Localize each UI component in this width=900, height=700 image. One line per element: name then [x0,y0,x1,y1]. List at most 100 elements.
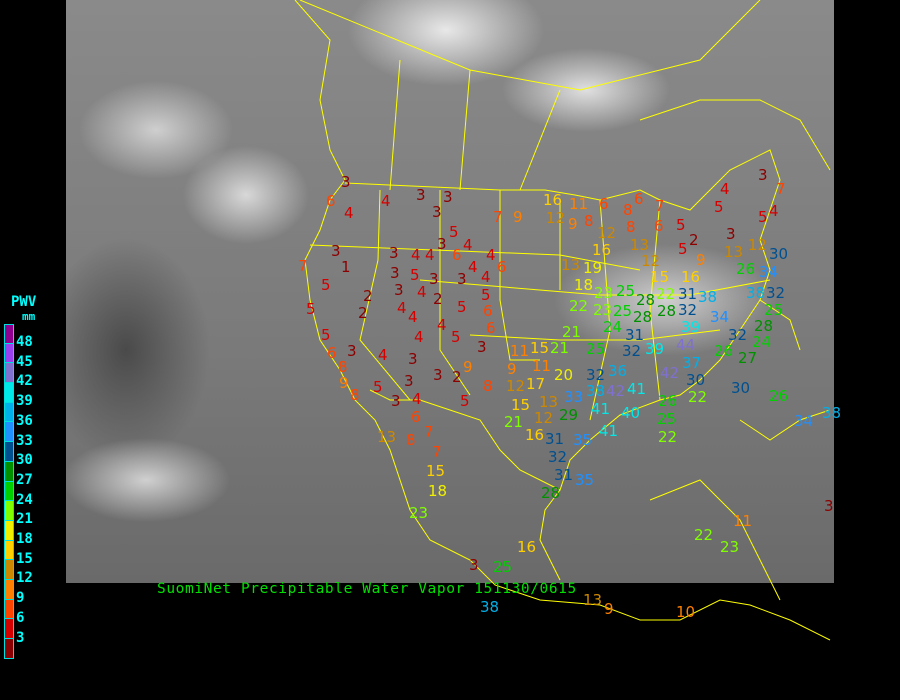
station-pwv-value: 17 [526,375,546,393]
station-pwv-value: 3 [469,556,479,574]
station-pwv-value: 13 [561,256,581,274]
station-pwv-value: 5 [714,198,724,216]
station-pwv-value: 32 [586,366,606,384]
station-pwv-value: 3 [433,366,443,384]
station-pwv-value: 4 [437,316,447,334]
station-pwv-value: 3 [394,281,404,299]
legend-tick-label: 3 [16,629,25,646]
station-pwv-value: 3 [347,342,357,360]
border-line [439,190,471,396]
legend-swatch [4,560,14,580]
station-pwv-value: 2 [363,287,373,305]
legend-tick-label: 48 [16,334,33,350]
station-pwv-value: 38 [698,288,718,306]
legend-tick-label: 33 [16,432,33,449]
station-pwv-value: 5 [451,328,461,346]
station-pwv-value: 25 [586,340,606,358]
station-pwv-value: 6 [654,217,664,235]
station-pwv-value: 36 [608,362,628,380]
station-pwv-value: 4 [408,308,418,326]
station-pwv-value: 9 [513,208,523,226]
station-pwv-value: 22 [569,297,589,315]
station-pwv-value: 4 [411,246,421,264]
station-pwv-value: 12 [641,252,661,270]
station-pwv-value: 26 [714,342,734,360]
border-line [649,479,781,601]
station-pwv-value: 18 [428,482,448,500]
station-pwv-value: 19 [583,259,603,277]
station-pwv-value: 7 [493,208,503,226]
station-pwv-value: 3 [443,188,453,206]
station-pwv-value: 13 [583,591,603,609]
legend-swatch [4,579,14,600]
station-pwv-value: 38 [480,598,500,616]
station-pwv-value: 7 [432,443,442,461]
station-pwv-value: 29 [559,406,579,424]
station-pwv-value: 8 [623,201,633,219]
legend-tick-label: 36 [16,412,33,429]
station-pwv-value: 4 [397,299,407,317]
legend-swatch [4,639,14,659]
legend-swatch [4,324,14,344]
legend-swatch [4,540,14,561]
station-pwv-value: 5 [678,240,688,258]
station-pwv-value: 3 [429,270,439,288]
legend-title: PWV [11,294,37,310]
station-pwv-value: 6 [327,344,337,362]
border-line [299,0,761,91]
station-pwv-value: 16 [681,268,701,286]
station-pwv-value: 27 [738,349,758,367]
station-pwv-value: 41 [599,422,619,440]
station-pwv-value: 11 [510,342,530,360]
station-pwv-value: 4 [378,346,388,364]
station-pwv-value: 8 [350,386,360,404]
station-pwv-value: 37 [682,354,702,372]
border-line [359,189,411,401]
station-pwv-value: 7 [776,180,786,198]
station-pwv-value: 35 [573,431,593,449]
station-pwv-value: 4 [486,246,496,264]
station-pwv-value: 13 [630,236,650,254]
station-pwv-value: 3 [404,372,414,390]
station-pwv-value: 42 [606,382,626,400]
border-line [519,89,561,191]
station-pwv-value: 23 [409,504,429,522]
border-line [539,489,561,581]
station-pwv-value: 25 [616,282,636,300]
station-pwv-value: 5 [449,223,459,241]
station-pwv-value: 3 [416,186,426,204]
station-pwv-value: 12 [506,377,526,395]
legend-tick-label: 9 [16,590,25,607]
station-pwv-value: 8 [406,431,416,449]
station-pwv-value: 3 [477,338,487,356]
border-line [739,409,831,441]
station-pwv-value: 4 [769,202,779,220]
station-pwv-value: 24 [603,318,623,336]
station-pwv-value: 11 [532,357,552,375]
station-pwv-value: 12 [534,409,554,427]
station-pwv-value: 5 [457,298,467,316]
station-pwv-value: 15 [530,339,550,357]
station-pwv-value: 28 [636,291,656,309]
legend-swatch [4,619,14,639]
station-pwv-value: 4 [425,246,435,264]
station-pwv-value: 21 [562,323,582,341]
station-pwv-value: 7 [424,423,434,441]
station-pwv-value: 7 [655,197,665,215]
station-pwv-value: 34 [710,308,730,326]
station-pwv-value: 40 [621,404,641,422]
station-pwv-value: 41 [591,400,611,418]
station-pwv-value: 3 [390,264,400,282]
legend-swatch [4,363,14,384]
station-pwv-value: 6 [486,319,496,337]
station-pwv-value: 6 [634,190,644,208]
station-pwv-value: 33 [564,388,584,406]
legend-tick-label: 30 [16,452,33,469]
station-pwv-value: 13 [539,393,559,411]
station-pwv-value: 3 [726,225,736,243]
station-pwv-value: 5 [460,392,470,410]
station-pwv-value: 2 [358,304,368,322]
station-pwv-value: 38 [822,404,842,422]
station-pwv-value: 9 [463,358,473,376]
station-pwv-value: 2 [433,290,443,308]
